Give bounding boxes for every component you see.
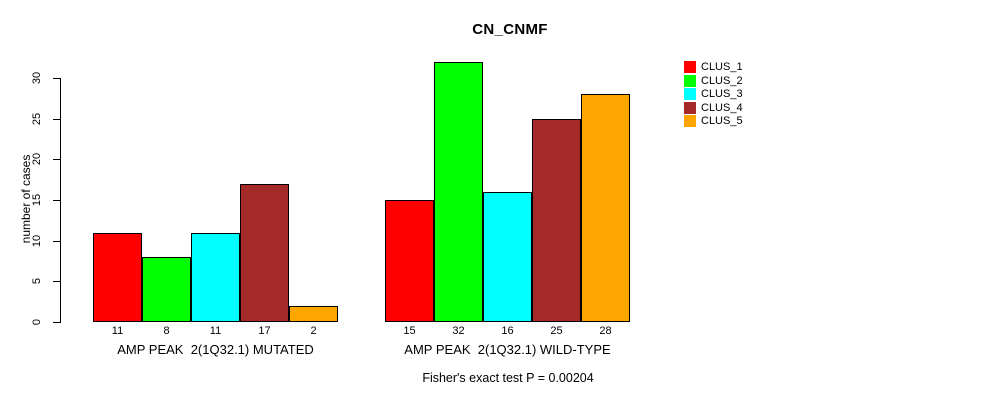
chart-title: CN_CNMF <box>472 21 548 38</box>
legend-label: CLUS_2 <box>701 74 743 87</box>
legend-item-clus_1: CLUS_1 <box>684 61 743 74</box>
bar-clus_2-group2 <box>434 62 483 322</box>
legend-label: CLUS_5 <box>701 115 743 128</box>
legend-swatch-icon <box>684 88 696 101</box>
bar-value-label: 8 <box>163 325 170 337</box>
bar-clus_4-group2 <box>532 119 581 322</box>
y-axis-tick-label: 5 <box>31 278 43 285</box>
legend-item-clus_4: CLUS_4 <box>684 101 743 115</box>
legend-label: CLUS_4 <box>701 101 743 114</box>
legend-swatch-icon <box>684 115 696 128</box>
y-axis-tick-label: 20 <box>31 153 43 166</box>
y-axis-tick <box>53 200 60 201</box>
bar-clus_4-group1 <box>240 184 289 322</box>
bar-value-label: 15 <box>403 325 416 337</box>
y-axis-tick-label: 0 <box>31 318 43 326</box>
bar-value-label: 17 <box>258 325 271 337</box>
x-axis-group-label: AMP PEAK 2(1Q32.1) WILD-TYPE <box>404 342 611 357</box>
bar-clus_3-group2 <box>483 192 532 322</box>
legend-swatch-icon <box>684 101 696 114</box>
bar-clus_1-group2 <box>385 200 434 322</box>
legend-label: CLUS_3 <box>701 88 743 101</box>
bar-clus_5-group1 <box>289 306 338 322</box>
y-axis-line <box>60 78 61 323</box>
bar-value-label: 25 <box>550 325 563 337</box>
bar-clus_1-group1 <box>93 233 142 322</box>
bar-clus_2-group1 <box>142 257 191 322</box>
bar-value-label: 32 <box>452 325 465 337</box>
legend-label: CLUS_1 <box>701 61 743 74</box>
legend: CLUS_1 CLUS_2 CLUS_3 CLUS_4 CLUS_5 <box>684 61 743 128</box>
legend-item-clus_5: CLUS_5 <box>684 115 743 128</box>
bar-clus_5-group2 <box>581 94 630 322</box>
bar-value-label: 16 <box>501 325 514 337</box>
fisher-test-annotation: Fisher's exact test P = 0.00204 <box>422 371 594 385</box>
y-axis-tick <box>53 281 60 283</box>
bar-value-label: 2 <box>310 325 317 337</box>
y-axis-tick <box>53 78 60 79</box>
y-axis-tick-label: 25 <box>31 112 43 125</box>
legend-item-clus_2: CLUS_2 <box>684 74 743 88</box>
legend-swatch-icon <box>684 74 696 87</box>
y-axis-tick <box>53 159 60 161</box>
bar-value-label: 11 <box>209 325 222 337</box>
x-axis-group-label: AMP PEAK 2(1Q32.1) MUTATED <box>117 342 314 357</box>
y-axis-tick-label: 10 <box>31 234 43 247</box>
bar-clus_3-group1 <box>191 233 240 322</box>
y-axis-tick <box>53 322 60 323</box>
legend-swatch-icon <box>684 61 696 74</box>
y-axis-tick <box>53 118 60 120</box>
legend-item-clus_3: CLUS_3 <box>684 88 743 101</box>
bar-value-label: 28 <box>599 325 612 337</box>
y-axis-tick <box>53 240 60 242</box>
y-axis-tick-label: 15 <box>31 193 43 207</box>
bar-value-label: 11 <box>111 325 124 337</box>
y-axis-tick-label: 30 <box>31 71 43 85</box>
